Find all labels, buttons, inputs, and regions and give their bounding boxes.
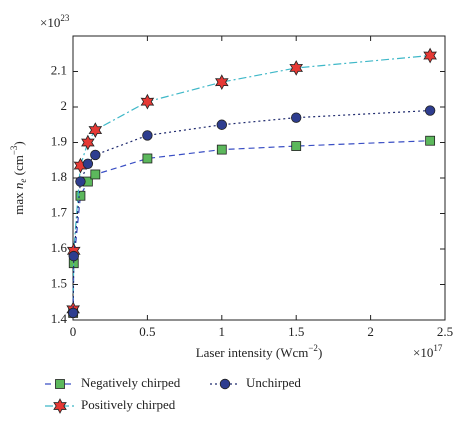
y-tick-label: 2 [61,98,68,113]
y-tick-label: 1.8 [51,169,67,184]
x-label-part: ) [318,345,322,360]
marker [424,105,436,116]
legend-marker [55,379,65,389]
marker [140,93,155,110]
x-label-part: Laser intensity (Wcm [196,345,309,360]
y-label-part: ) [11,141,26,145]
x-multiplier: ×1017 [413,343,443,360]
x-tick-label: 0.5 [139,324,155,339]
legend-label: Unchirped [246,375,301,390]
x-axis-label: Laser intensity (Wcm−2) [196,343,323,360]
marker [216,119,228,130]
x-tick-label: 0 [70,324,77,339]
y-tick-label: 1.6 [51,240,68,255]
x-multiplier-exp: 17 [433,343,443,353]
y-label-part: max [11,189,26,215]
marker [75,190,86,201]
y-label-part: (cm [11,155,26,178]
marker [142,130,153,141]
y-multiplier-exp: 23 [60,13,70,23]
marker [88,122,103,138]
plot-frame [72,35,446,321]
x-tick-label: 1.5 [288,324,304,339]
marker [75,176,86,187]
marker [291,141,302,151]
legend-marker [219,378,231,390]
y-tick-label: 1.9 [51,133,67,148]
legend-label: Positively chirped [81,397,176,412]
y-label-sub: e [18,179,28,183]
y-label-sup: −3 [9,145,19,155]
series-line [72,109,431,313]
y-tick-label: 1.4 [51,311,68,326]
marker [67,307,79,319]
marker [289,60,304,76]
marker [81,134,95,151]
marker [82,158,94,170]
y-multiplier-base: ×10 [40,15,60,30]
x-multiplier-base: ×10 [413,345,433,360]
marker [68,250,79,262]
marker [291,112,302,123]
y-tick-label: 1.5 [51,275,67,290]
marker [425,135,436,146]
x-tick-label: 2.5 [437,324,453,339]
marker [90,149,101,161]
marker [142,153,153,164]
legend-label: Negatively chirped [81,375,181,390]
marker [423,47,437,64]
y-tick-label: 1.7 [51,204,68,219]
series-line [72,54,431,310]
marker [216,144,227,155]
marker [90,169,101,180]
x-tick-label: 1 [219,324,226,339]
y-multiplier: ×1023 [40,13,70,30]
y-axis-label: max ne (cm−3) [9,141,28,215]
y-label-var: n [11,183,26,190]
x-tick-label: 2 [367,324,374,339]
series-line [72,140,431,313]
marker [214,74,229,91]
y-tick-label: 2.1 [51,62,67,77]
x-label-sup: −2 [308,343,318,353]
legend-marker [53,398,67,414]
